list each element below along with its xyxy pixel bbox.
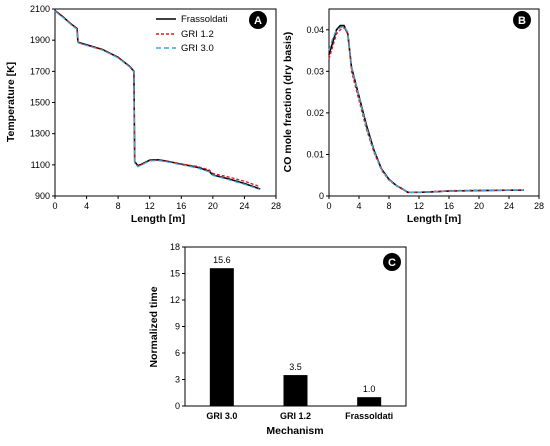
bar-value-label-frassoldati: 1.0 — [363, 384, 376, 394]
panel-b-x-tick-label: 4 — [356, 201, 361, 211]
panel-a-plot-frame — [54, 8, 277, 197]
panel-b-x-tick-label: 0 — [326, 201, 331, 211]
panel-a-y-tick-label: 2100 — [30, 4, 50, 14]
panel-c-x-axis-label: Mechanism — [266, 425, 323, 437]
panel-a-y-axis-label: Temperature [K] — [5, 62, 17, 142]
panel-b-x-tick-label: 8 — [386, 201, 391, 211]
panel-a-y-tick-label: 1100 — [31, 160, 50, 170]
category-label-gri-1-2: GRI 1.2 — [280, 411, 311, 421]
category-label-gri-3-0: GRI 3.0 — [206, 411, 237, 421]
panel-b-y-axis-label: CO mole fraction (dry basis) — [282, 32, 294, 173]
panel-a-x-tick-label: 24 — [239, 201, 249, 211]
panel-b-x-tick-label: 12 — [414, 201, 424, 211]
panel-b-badge-circle — [513, 11, 531, 29]
panel-b-x-axis-label: Length [m] — [407, 213, 461, 225]
panel-a-badge-letter: A — [254, 15, 262, 27]
panel-b-x-ticks: 0 4 8 12 16 20 24 28 — [326, 196, 544, 211]
panel-b-y-tick-label: 0.04 — [306, 25, 324, 35]
legend-label-frassoldati: Frassoldati — [181, 14, 227, 25]
panel-b-y-tick-label: 0.02 — [306, 108, 324, 118]
panel-a-x-ticks: 0 4 8 12 16 20 24 28 — [52, 196, 281, 211]
panel-a-x-tick-label: 4 — [84, 201, 89, 211]
panel-a-x-axis-label: Length [m] — [131, 213, 185, 225]
panel-a-y-tick-label: 1300 — [30, 129, 50, 139]
panel-a-series-line-gri-3-0 — [54, 10, 261, 191]
panel-c-badge: C — [383, 253, 401, 271]
legend-label-gri-1-2: GRI 1.2 — [181, 29, 214, 40]
panel-b-x-tick-label: 16 — [444, 201, 454, 211]
bar-value-label-gri-3-0: 15.6 — [213, 255, 231, 265]
panel-b-x-tick-label: 24 — [504, 201, 514, 211]
panel-b-x-tick-label: 20 — [474, 201, 484, 211]
panel-c-y-tick-label: 9 — [175, 322, 180, 332]
panel-c-y-tick-label: 18 — [170, 242, 180, 252]
panel-c-badge-letter: C — [388, 257, 396, 269]
panel-b-plot-frame — [328, 8, 540, 197]
panel-a-x-tick-label: 0 — [52, 201, 57, 211]
panel-a-y-tick-label: 900 — [35, 191, 50, 201]
bar-frassoldati — [357, 397, 382, 406]
panel-a-badge: A — [249, 11, 267, 29]
panel-b-series-line-gri-3-0 — [328, 25, 524, 193]
panel-a-series-lines — [54, 9, 261, 191]
category-label-frassoldati: Frassoldati — [345, 411, 393, 421]
panel-c-y-tick-label: 6 — [175, 348, 180, 358]
panel-a-y-ticks: 900 1100 1300 1500 1700 1900 2100 — [30, 4, 55, 201]
panel-b-badge-letter: B — [518, 15, 526, 27]
panel-a-x-tick-label: 12 — [145, 201, 155, 211]
panel-a-temperature-chart: 0 4 8 12 16 20 24 28 900 1100 1300 1500 1700 1900 210… — [5, 4, 281, 225]
panel-b-badge: B — [513, 11, 531, 29]
panel-c-y-tick-label: 3 — [175, 375, 180, 385]
panel-b-x-tick-label: 28 — [534, 201, 544, 211]
panel-b-y-tick-label: 0.03 — [306, 66, 324, 76]
panel-b-series-line-frassoldati — [328, 24, 524, 194]
panel-a-y-tick-label: 1900 — [30, 35, 50, 45]
panel-b-co-fraction-chart: 0 4 8 12 16 20 24 28 0 0.01 0.02 0.03 0.04 Length [… — [282, 8, 544, 225]
bar-gri-3-0 — [209, 268, 234, 406]
panel-a-x-tick-label: 8 — [116, 201, 121, 211]
panel-b-series-lines — [328, 24, 525, 194]
panel-c-badge-circle — [383, 253, 401, 271]
panel-b-y-tick-label: 0.01 — [306, 149, 324, 159]
panel-c-bars: 15.6 GRI 3.0 3.5 GRI 1.2 1.0 Frassoldati — [206, 255, 393, 421]
panel-a-y-tick-label: 1500 — [30, 98, 50, 108]
panel-c-y-tick-label: 12 — [170, 295, 180, 305]
bar-value-label-gri-1-2: 3.5 — [289, 362, 302, 372]
panel-a-legend: Frassoldati GRI 1.2 GRI 3.0 — [156, 14, 227, 54]
panel-b-y-ticks: 0 0.01 0.02 0.03 0.04 — [306, 25, 329, 201]
panel-a-series-line-frassoldati — [54, 9, 261, 190]
panel-a-series-line-gri-1-2 — [54, 10, 261, 188]
panel-c-normalized-time-chart: 0 3 6 9 12 15 18 15.6 GRI 3.0 3.5 GRI 1.2 1.0 Frass… — [148, 242, 407, 437]
panel-a-x-tick-label: 16 — [176, 201, 186, 211]
panel-b-y-tick-label: 0 — [319, 191, 324, 201]
panel-a-y-tick-label: 1700 — [30, 66, 50, 76]
panel-a-badge-circle — [249, 11, 267, 29]
panel-c-y-axis-label: Normalized time — [148, 286, 160, 367]
panel-b-series-line-gri-1-2 — [328, 26, 525, 193]
panel-a-x-tick-label: 28 — [271, 201, 281, 211]
bar-gri-1-2 — [283, 375, 308, 406]
panel-c-y-tick-label: 0 — [175, 401, 180, 411]
panel-a-x-tick-label: 20 — [208, 201, 218, 211]
panel-c-y-ticks: 0 3 6 9 12 15 18 — [170, 242, 185, 411]
panel-c-y-tick-label: 15 — [170, 269, 180, 279]
legend-label-gri-3-0: GRI 3.0 — [181, 43, 214, 54]
